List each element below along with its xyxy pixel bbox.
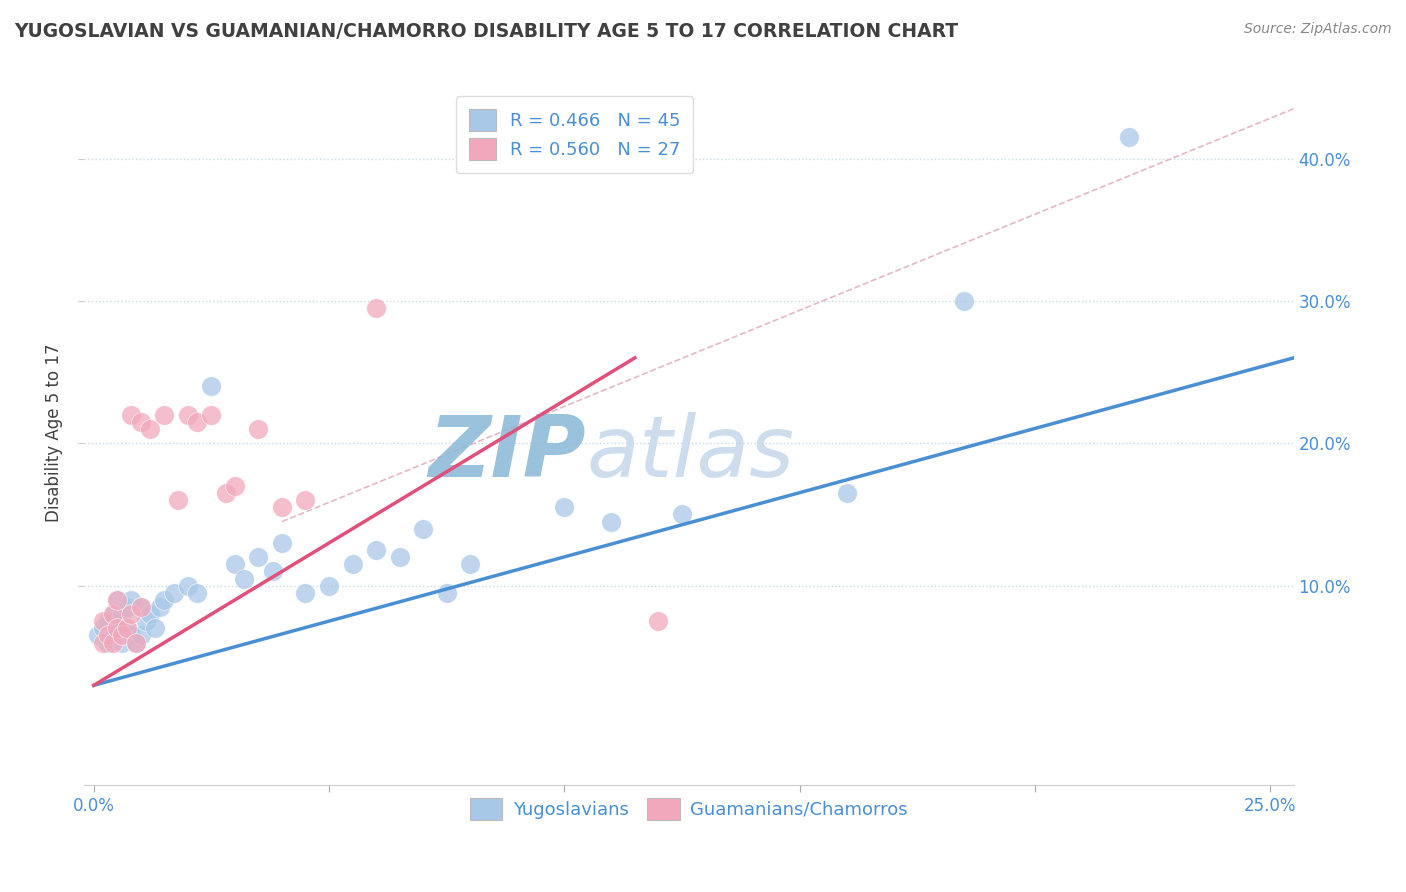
Point [294, 586, 316, 600]
Point [135, 614, 157, 628]
Point [129, 600, 152, 615]
Point [101, 607, 124, 621]
Text: Source: ZipAtlas.com: Source: ZipAtlas.com [1244, 22, 1392, 37]
Point [120, 408, 142, 422]
Point [671, 508, 693, 522]
Point [149, 600, 172, 615]
Point [153, 593, 176, 607]
Point [129, 600, 152, 615]
Point [233, 572, 256, 586]
Point [153, 408, 176, 422]
Point [600, 515, 623, 529]
Point [1118, 130, 1140, 145]
Point [91, 614, 114, 628]
Point [115, 621, 138, 635]
Text: atlas: atlas [586, 412, 794, 495]
Text: ZIP: ZIP [429, 412, 586, 495]
Point [120, 628, 142, 642]
Point [294, 493, 316, 508]
Point [87, 628, 110, 642]
Point [214, 486, 236, 500]
Point [436, 586, 458, 600]
Point [120, 607, 142, 621]
Point [186, 586, 208, 600]
Point [186, 415, 208, 429]
Point [247, 422, 270, 436]
Point [97, 614, 120, 628]
Point [177, 579, 200, 593]
Point [97, 628, 120, 642]
Y-axis label: Disability Age 5 to 17: Disability Age 5 to 17 [45, 343, 63, 522]
Point [163, 586, 186, 600]
Point [318, 579, 340, 593]
Point [262, 565, 284, 579]
Point [271, 536, 294, 550]
Point [553, 500, 575, 515]
Point [125, 635, 148, 649]
Legend: Yugoslavians, Guamanians/Chamorros: Yugoslavians, Guamanians/Chamorros [461, 789, 917, 829]
Point [388, 550, 411, 565]
Point [139, 422, 162, 436]
Point [458, 558, 481, 572]
Point [105, 621, 128, 635]
Point [129, 628, 152, 642]
Text: YUGOSLAVIAN VS GUAMANIAN/CHAMORRO DISABILITY AGE 5 TO 17 CORRELATION CHART: YUGOSLAVIAN VS GUAMANIAN/CHAMORRO DISABI… [14, 22, 957, 41]
Point [647, 614, 669, 628]
Point [342, 558, 364, 572]
Point [105, 621, 128, 635]
Point [412, 522, 434, 536]
Point [247, 550, 270, 565]
Point [177, 408, 200, 422]
Point [271, 500, 294, 515]
Point [224, 479, 246, 493]
Point [111, 635, 134, 649]
Point [143, 621, 166, 635]
Point [125, 635, 148, 649]
Point [364, 543, 387, 558]
Point [105, 593, 128, 607]
Point [224, 558, 246, 572]
Point [200, 379, 222, 393]
Point [139, 607, 162, 621]
Point [101, 607, 124, 621]
Point [115, 621, 138, 635]
Point [953, 293, 976, 308]
Point [835, 486, 858, 500]
Point [115, 600, 138, 615]
Point [167, 493, 190, 508]
Point [91, 621, 114, 635]
Point [111, 628, 134, 642]
Point [120, 593, 142, 607]
Point [105, 593, 128, 607]
Point [101, 628, 124, 642]
Point [200, 408, 222, 422]
Point [364, 301, 387, 315]
Point [97, 635, 120, 649]
Point [101, 635, 124, 649]
Point [91, 635, 114, 649]
Point [111, 607, 134, 621]
Point [129, 415, 152, 429]
